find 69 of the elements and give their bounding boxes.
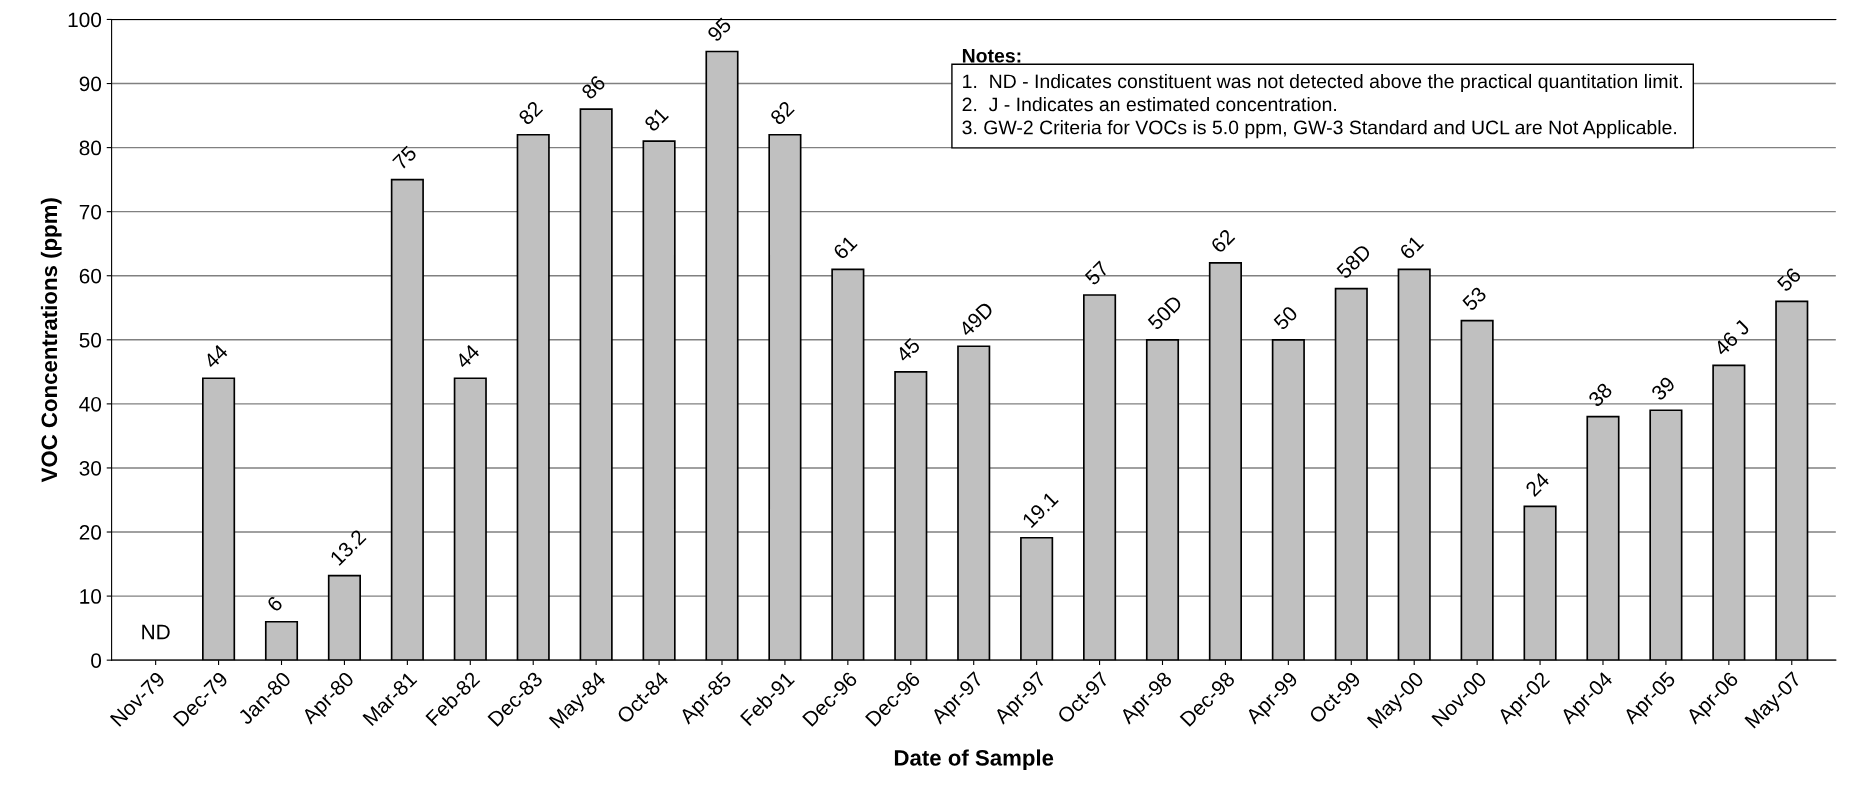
y-tick-label: 80 bbox=[79, 140, 102, 156]
x-axis-title: Date of Sample bbox=[894, 749, 1054, 771]
text: ND bbox=[142, 624, 170, 640]
y-tick-label: 60 bbox=[79, 268, 102, 284]
data-label: 46 J bbox=[1713, 319, 1750, 357]
data-label: 50 bbox=[1272, 305, 1299, 331]
bar bbox=[957, 345, 991, 661]
data-label: 61 bbox=[832, 234, 858, 261]
bar bbox=[202, 377, 236, 661]
bar bbox=[1397, 268, 1431, 661]
annotation: 3. GW-2 Criteria for VOCs is 5.0 ppm, GW-3 Standard and UCL are Not Applicable. bbox=[962, 120, 1677, 139]
y-tick-label: 10 bbox=[80, 589, 102, 604]
bar bbox=[1523, 505, 1557, 661]
data-label: 53 bbox=[1461, 285, 1488, 312]
bar bbox=[1020, 536, 1054, 661]
y-tick-label: 70 bbox=[79, 204, 102, 220]
bar bbox=[1775, 300, 1809, 661]
bar bbox=[516, 133, 550, 661]
y-tick-label: 40 bbox=[79, 396, 102, 412]
data-label: 45 bbox=[895, 337, 921, 364]
bar bbox=[1334, 287, 1368, 661]
data-label: 58D bbox=[1335, 243, 1372, 280]
annotation: 1. ND - Indicates constituent was not detected above the practical quantitation limit. bbox=[963, 73, 1682, 93]
data-label: 50D bbox=[1146, 294, 1184, 331]
bar bbox=[768, 133, 802, 661]
bar bbox=[453, 377, 487, 661]
bar bbox=[642, 140, 676, 661]
bar bbox=[390, 178, 424, 661]
y-tick-label: 30 bbox=[79, 460, 102, 476]
data-label: 24 bbox=[1524, 471, 1551, 498]
bar bbox=[705, 50, 739, 661]
data-label: 6 bbox=[266, 595, 284, 613]
bar bbox=[327, 574, 361, 661]
bar bbox=[1586, 415, 1620, 661]
y-tick-label: 0 bbox=[91, 653, 102, 668]
bar bbox=[1712, 364, 1746, 661]
bar bbox=[894, 371, 928, 661]
bar bbox=[1649, 409, 1683, 661]
data-label: 39 bbox=[1650, 375, 1676, 402]
data-label: 75 bbox=[392, 145, 418, 171]
bar bbox=[1460, 319, 1494, 661]
data-label: 81 bbox=[643, 106, 670, 133]
data-label: 57 bbox=[1084, 260, 1110, 286]
y-tick-label: 100 bbox=[68, 12, 102, 28]
data-label: 44 bbox=[454, 343, 481, 370]
data-label: 56 bbox=[1776, 266, 1802, 293]
data-label: 82 bbox=[769, 100, 795, 126]
bar bbox=[1271, 338, 1305, 661]
bar bbox=[1082, 294, 1117, 661]
data-label: 62 bbox=[1210, 228, 1236, 254]
data-label: 44 bbox=[202, 343, 229, 370]
bar bbox=[264, 620, 299, 661]
data-label: 61 bbox=[1398, 234, 1425, 261]
annotation: Notes: bbox=[962, 49, 1021, 63]
y-axis-title: VOC Concentrations (ppm) bbox=[40, 198, 62, 483]
bar bbox=[831, 268, 865, 661]
data-label: 49D bbox=[957, 301, 995, 338]
data-label: 38 bbox=[1587, 382, 1614, 408]
bar bbox=[1145, 338, 1180, 661]
y-tick-label: 90 bbox=[79, 76, 102, 92]
y-tick-label: 20 bbox=[79, 525, 102, 540]
data-label: 86 bbox=[580, 74, 607, 101]
data-label: 95 bbox=[706, 16, 733, 43]
bar bbox=[1208, 262, 1242, 661]
y-tick-label: 50 bbox=[79, 332, 102, 348]
data-label: 82 bbox=[517, 100, 544, 126]
bar bbox=[579, 108, 613, 661]
data-label: 19.1 bbox=[1021, 490, 1059, 529]
annotation: 2. J - Indicates an estimated concentration. bbox=[962, 96, 1336, 112]
